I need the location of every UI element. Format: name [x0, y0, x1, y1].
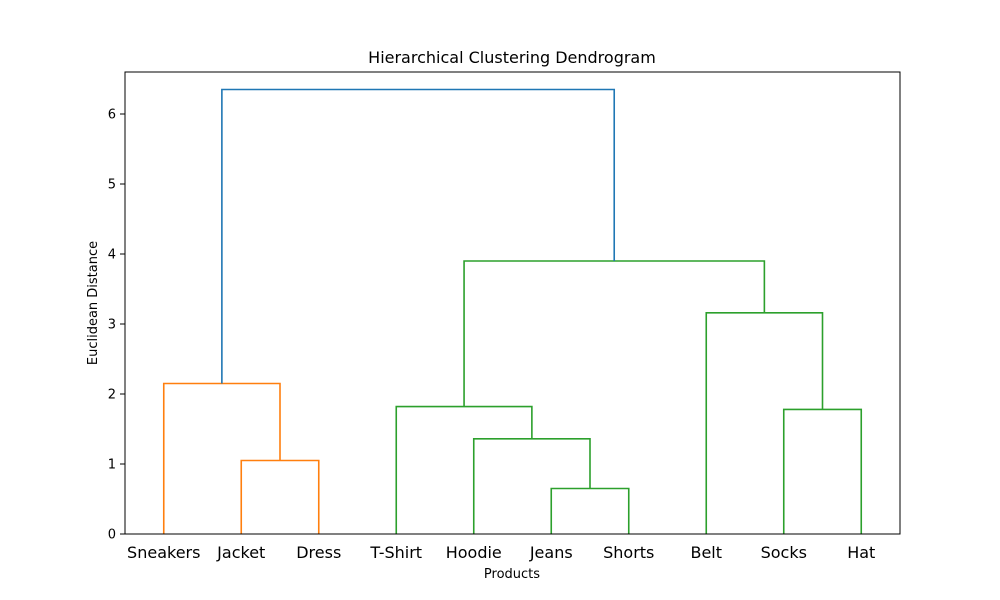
dendrogram-link-m7: [705, 312, 824, 534]
x-tick-label-hoodie: Hoodie: [446, 543, 502, 562]
y-tick-label: 3: [108, 318, 116, 333]
y-tick-label: 1: [108, 458, 116, 473]
y-axis-label: Euclidean Distance: [86, 241, 101, 365]
x-tick-label-sneakers: Sneakers: [127, 543, 200, 562]
dendrogram-link-m8: [463, 260, 766, 407]
y-tick-label: 6: [108, 108, 116, 123]
x-axis-label: Products: [484, 567, 540, 582]
x-tick-label-jacket: Jacket: [216, 543, 265, 562]
x-tick-label-socks: Socks: [761, 543, 807, 562]
x-tick-label-hat: Hat: [847, 543, 875, 562]
dendrogram-links: [162, 88, 863, 534]
y-tick-label: 5: [108, 178, 116, 193]
dendrogram-link-m2: [162, 382, 281, 534]
x-axis: Sneakers Jacket Dress T-Shirt Hoodie Jeans Sho…: [127, 543, 875, 562]
x-tick-label-belt: Belt: [690, 543, 722, 562]
y-tick-label: 0: [108, 528, 116, 543]
dendrogram-link-m1: [240, 459, 320, 534]
x-tick-label-dress: Dress: [296, 543, 341, 562]
chart-title: Hierarchical Clustering Dendrogram: [368, 48, 656, 67]
x-tick-label-t-shirt: T-Shirt: [369, 543, 422, 562]
y-axis: 0 1 2 3 4 5 6: [108, 108, 125, 543]
dendrogram-link-m9: [221, 88, 616, 384]
dendrogram-link-m6: [782, 408, 863, 534]
dendrogram-link-m4: [472, 438, 591, 534]
y-tick-label: 4: [108, 248, 116, 263]
plot-frame: [124, 71, 901, 535]
dendrogram-link-m5: [395, 405, 533, 534]
x-tick-label-jeans: Jeans: [529, 543, 573, 562]
x-tick-label-shorts: Shorts: [603, 543, 654, 562]
dendrogram-link-m3: [550, 487, 630, 534]
y-tick-label: 2: [108, 388, 116, 403]
